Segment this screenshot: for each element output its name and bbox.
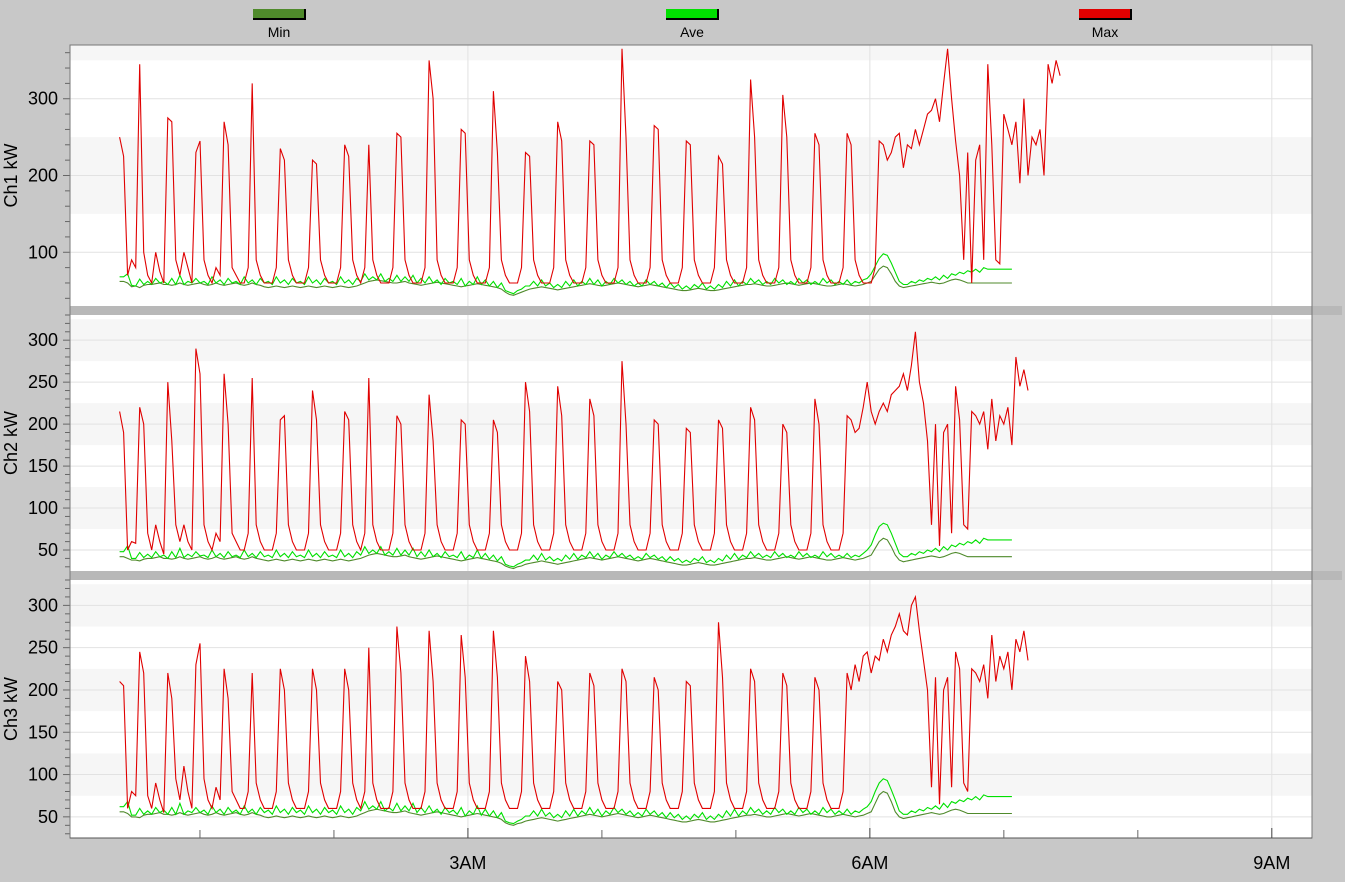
legend-swatch xyxy=(253,9,305,19)
y-tick-label: 200 xyxy=(28,414,58,434)
panel-ch1: 100 200 300 Ch1 kW xyxy=(1,45,1312,306)
series-line-ave xyxy=(119,522,1012,568)
grid-band xyxy=(70,45,1312,61)
panel-ch2: 50 100 150 200 250 300 Ch2 kW xyxy=(1,314,1312,571)
legend-swatch-shadow xyxy=(1079,9,1132,20)
y-tick-label: 100 xyxy=(28,498,58,518)
legend-swatch xyxy=(1079,9,1131,19)
y-tick-label: 100 xyxy=(28,242,58,262)
y-axis-label: Ch1 kW xyxy=(1,143,21,207)
y-tick-label: 200 xyxy=(28,166,58,186)
legend-item-max: Max xyxy=(1079,9,1132,40)
x-tick-label: 3AM xyxy=(449,853,486,873)
panel-ch3: 50 100 150 200 250 300 Ch3 kW xyxy=(1,579,1312,838)
x-tick-label: 6AM xyxy=(851,853,888,873)
legend: Min Ave Max xyxy=(253,9,1132,40)
y-tick-label: 300 xyxy=(28,595,58,615)
legend-label: Min xyxy=(268,24,291,40)
y-axis-label: Ch3 kW xyxy=(1,677,21,741)
y-axis-label: Ch2 kW xyxy=(1,411,21,475)
panel-splitter[interactable] xyxy=(70,571,1342,580)
legend-swatch-shadow xyxy=(253,9,306,20)
y-tick-label: 250 xyxy=(28,638,58,658)
y-tick-label: 150 xyxy=(28,722,58,742)
series-line-max xyxy=(119,594,1029,813)
series-line-min xyxy=(119,265,1012,296)
x-axis: 3AM 6AM 9AM xyxy=(70,828,1312,873)
series-line-max xyxy=(119,48,1061,285)
legend-item-ave: Ave xyxy=(666,9,719,40)
y-tick-label: 150 xyxy=(28,456,58,476)
legend-swatch xyxy=(666,9,718,19)
y-tick-label: 200 xyxy=(28,680,58,700)
y-tick-label: 100 xyxy=(28,765,58,785)
series-line-ave xyxy=(119,778,1012,825)
legend-item-min: Min xyxy=(253,9,306,40)
panel-splitter[interactable] xyxy=(70,306,1342,315)
y-tick-label: 300 xyxy=(28,330,58,350)
series-line-max xyxy=(119,331,1029,555)
y-tick-label: 250 xyxy=(28,372,58,392)
x-tick-label: 9AM xyxy=(1253,853,1290,873)
series-line-min xyxy=(119,537,1012,570)
y-tick-label: 50 xyxy=(38,540,58,560)
series-line-min xyxy=(119,790,1012,826)
legend-label: Max xyxy=(1092,24,1118,40)
legend-label: Ave xyxy=(680,24,704,40)
y-tick-label: 300 xyxy=(28,89,58,109)
legend-swatch-shadow xyxy=(666,9,719,20)
y-tick-label: 50 xyxy=(38,807,58,827)
series-line-ave xyxy=(119,253,1012,295)
